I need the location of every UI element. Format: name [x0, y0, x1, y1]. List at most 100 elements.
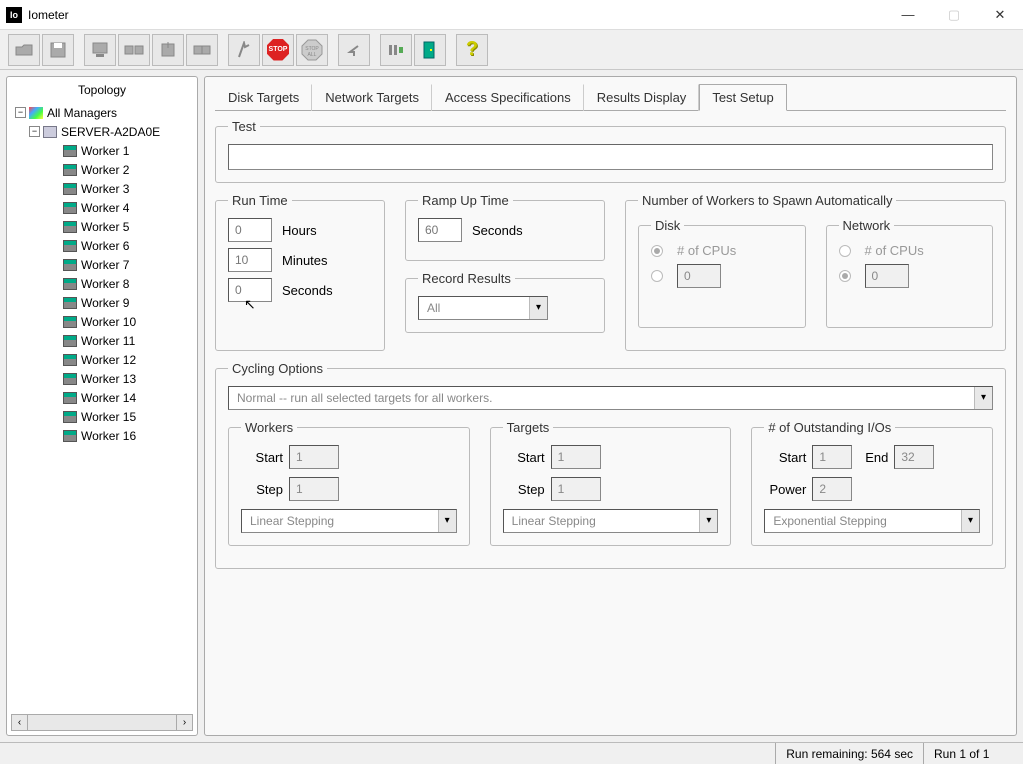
- spawn-disk-group: Disk # of CPUs: [638, 218, 806, 328]
- tree-worker[interactable]: Worker 2: [15, 160, 193, 179]
- tree-worker-label: Worker 4: [81, 201, 129, 215]
- worker-icon: [63, 316, 77, 328]
- cycling-mode-select[interactable]: Normal -- run all selected targets for a…: [228, 386, 993, 410]
- stop-all-button[interactable]: STOPALL: [296, 34, 328, 66]
- close-button[interactable]: ✕: [977, 0, 1023, 30]
- tree-worker[interactable]: Worker 15: [15, 407, 193, 426]
- help-button[interactable]: ?: [456, 34, 488, 66]
- network-cpus-radio[interactable]: [839, 245, 851, 257]
- cycling-legend: Cycling Options: [228, 361, 327, 376]
- workers-start-label: Start: [241, 450, 283, 465]
- worker-icon: [63, 278, 77, 290]
- ios-stepping-select[interactable]: Exponential Stepping ▾: [764, 509, 980, 533]
- tree-worker-label: Worker 16: [81, 429, 136, 443]
- minimize-button[interactable]: —: [885, 0, 931, 30]
- tab-results-display[interactable]: Results Display: [584, 84, 700, 111]
- slider-button[interactable]: [380, 34, 412, 66]
- target-button[interactable]: [152, 34, 184, 66]
- ramp-seconds-input[interactable]: [418, 218, 462, 242]
- dropdown-icon: ▾: [438, 510, 456, 532]
- disk-custom-radio[interactable]: [651, 270, 663, 282]
- tree-worker[interactable]: Worker 1: [15, 141, 193, 160]
- tree-worker[interactable]: Worker 10: [15, 312, 193, 331]
- tree-root[interactable]: − All Managers: [15, 103, 193, 122]
- ios-end-input[interactable]: [894, 445, 934, 469]
- stop-button[interactable]: STOP: [262, 34, 294, 66]
- disk-cpus-radio[interactable]: [651, 245, 663, 257]
- exit-button[interactable]: [414, 34, 446, 66]
- save-button[interactable]: [42, 34, 74, 66]
- worker-icon: [63, 430, 77, 442]
- main-panel: Disk TargetsNetwork TargetsAccess Specif…: [204, 76, 1017, 736]
- targets-start-input[interactable]: [551, 445, 601, 469]
- tree-worker[interactable]: Worker 4: [15, 198, 193, 217]
- cycling-group: Cycling Options Normal -- run all select…: [215, 361, 1006, 569]
- targets-step-input[interactable]: [551, 477, 601, 501]
- expand-icon[interactable]: −: [29, 126, 40, 137]
- scroll-left-button[interactable]: ‹: [11, 714, 28, 731]
- tab-bar: Disk TargetsNetwork TargetsAccess Specif…: [215, 83, 1006, 111]
- network-custom-input[interactable]: [865, 264, 909, 288]
- targets-stepping-select[interactable]: Linear Stepping ▾: [503, 509, 719, 533]
- tree-worker[interactable]: Worker 12: [15, 350, 193, 369]
- workers-step-input[interactable]: [289, 477, 339, 501]
- tree-worker[interactable]: Worker 16: [15, 426, 193, 445]
- copy-button[interactable]: [186, 34, 218, 66]
- network-custom-radio[interactable]: [839, 270, 851, 282]
- worker-icon: [63, 259, 77, 271]
- worker-icon: [63, 335, 77, 347]
- tab-disk-targets[interactable]: Disk Targets: [215, 84, 312, 111]
- tree-server[interactable]: − SERVER-A2DA0E: [15, 122, 193, 141]
- tree-worker[interactable]: Worker 9: [15, 293, 193, 312]
- seconds-label: Seconds: [282, 283, 333, 298]
- maximize-button[interactable]: ▢: [931, 0, 977, 30]
- tree-worker[interactable]: Worker 3: [15, 179, 193, 198]
- tab-test-setup[interactable]: Test Setup: [699, 84, 786, 111]
- expand-icon[interactable]: −: [15, 107, 26, 118]
- ios-end-label: End: [858, 450, 888, 465]
- reset-button[interactable]: [338, 34, 370, 66]
- tree-worker-label: Worker 13: [81, 372, 136, 386]
- tree-worker[interactable]: Worker 5: [15, 217, 193, 236]
- workers-stepping-select[interactable]: Linear Stepping ▾: [241, 509, 457, 533]
- start-button[interactable]: [228, 34, 260, 66]
- tree-worker[interactable]: Worker 6: [15, 236, 193, 255]
- topology-scrollbar[interactable]: ‹ ›: [11, 713, 193, 731]
- tree-worker[interactable]: Worker 14: [15, 388, 193, 407]
- ios-power-input[interactable]: [812, 477, 852, 501]
- test-name-input[interactable]: [228, 144, 993, 170]
- minutes-input[interactable]: [228, 248, 272, 272]
- open-button[interactable]: [8, 34, 40, 66]
- tab-access-specifications[interactable]: Access Specifications: [432, 84, 584, 111]
- ios-start-input[interactable]: [812, 445, 852, 469]
- worker-icon: [63, 354, 77, 366]
- topology-panel: Topology − All Managers − SERVER-A2DA0E …: [6, 76, 198, 736]
- ios-stepping-value: Exponential Stepping: [765, 514, 961, 528]
- dropdown-icon: ▾: [699, 510, 717, 532]
- run-time-legend: Run Time: [228, 193, 292, 208]
- record-select[interactable]: All ▾: [418, 296, 548, 320]
- scroll-track[interactable]: [28, 714, 176, 731]
- hours-input[interactable]: [228, 218, 272, 242]
- record-value: All: [419, 301, 529, 315]
- tree-worker[interactable]: Worker 13: [15, 369, 193, 388]
- disconnect-button[interactable]: [118, 34, 150, 66]
- cursor-icon: ↖: [244, 296, 256, 313]
- scroll-right-button[interactable]: ›: [176, 714, 193, 731]
- worker-icon: [63, 411, 77, 423]
- spawn-disk-legend: Disk: [651, 218, 684, 233]
- tree-worker-label: Worker 15: [81, 410, 136, 424]
- worker-icon: [63, 183, 77, 195]
- network-cpus-label: # of CPUs: [865, 243, 924, 258]
- tree-worker[interactable]: Worker 11: [15, 331, 193, 350]
- tree-worker[interactable]: Worker 8: [15, 274, 193, 293]
- computer-button[interactable]: [84, 34, 116, 66]
- tab-network-targets[interactable]: Network Targets: [312, 84, 432, 111]
- minutes-label: Minutes: [282, 253, 328, 268]
- tree-worker-label: Worker 14: [81, 391, 136, 405]
- workers-start-input[interactable]: [289, 445, 339, 469]
- tree-worker[interactable]: Worker 7: [15, 255, 193, 274]
- ramp-seconds-label: Seconds: [472, 223, 523, 238]
- disk-custom-input[interactable]: [677, 264, 721, 288]
- topology-tree[interactable]: − All Managers − SERVER-A2DA0E Worker 1W…: [11, 103, 193, 709]
